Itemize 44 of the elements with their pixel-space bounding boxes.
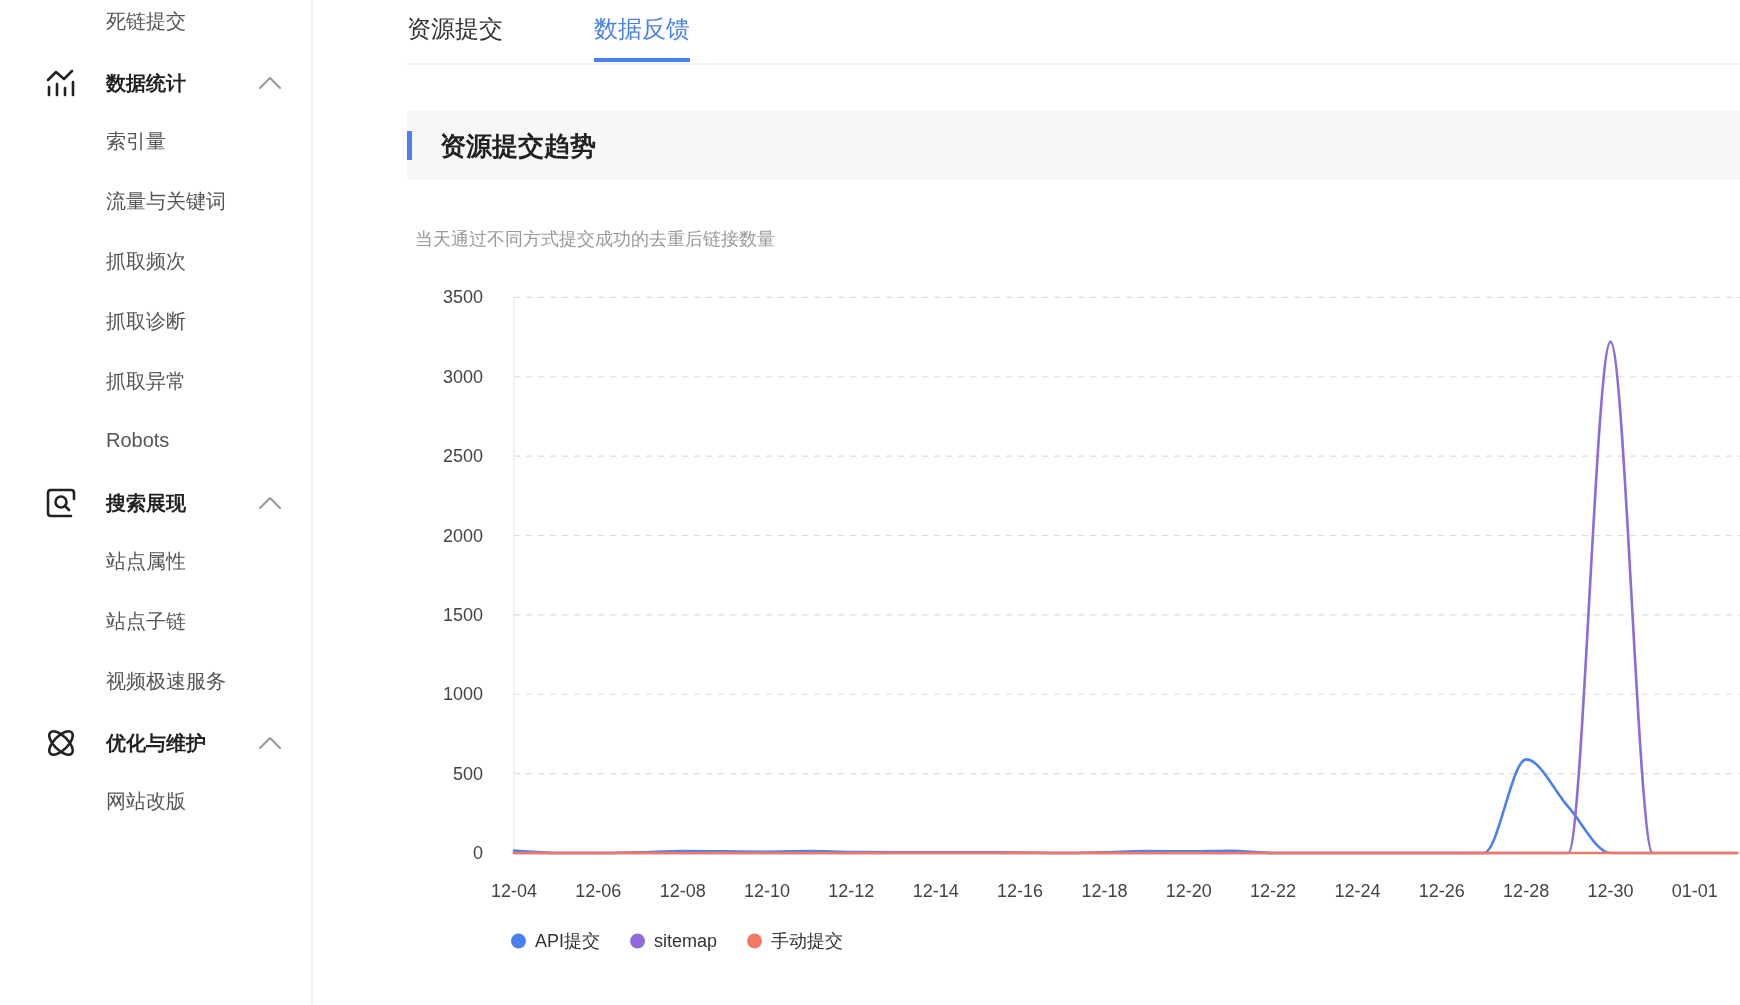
- text: 站点属性: [106, 550, 186, 572]
- y-tick-label: 2500: [442, 446, 483, 467]
- text: 抓取诊断: [106, 310, 186, 332]
- x-tick-label: 12-28: [1503, 881, 1550, 901]
- x-tick-label: 12-16: [997, 881, 1044, 901]
- x-tick-label: 12-10: [744, 881, 791, 901]
- x-tick-label: 01-01: [1671, 881, 1718, 901]
- text: 数据反馈: [594, 14, 690, 42]
- text: 优化与维护: [105, 732, 206, 754]
- x-tick-label: 12-24: [1334, 881, 1381, 901]
- legend-label: sitemap: [654, 931, 718, 951]
- x-tick-label: 12-12: [828, 881, 875, 901]
- x-tick-label: 12-18: [1081, 881, 1128, 901]
- x-tick-label: 12-06: [575, 881, 622, 901]
- text: 数据统计: [105, 72, 186, 94]
- y-tick-label: 1500: [442, 604, 483, 625]
- x-tick-label: 12-22: [1250, 881, 1297, 901]
- x-tick-label: 12-30: [1587, 881, 1634, 901]
- text: 索引量: [106, 130, 166, 152]
- text: 站点子链: [106, 610, 186, 632]
- text: Robots: [106, 429, 170, 451]
- y-tick-label: 0: [472, 843, 483, 863]
- text: 资源提交: [407, 14, 503, 42]
- text: 抓取频次: [106, 250, 186, 272]
- y-tick-label: 2000: [442, 525, 483, 546]
- y-tick-label: 500: [452, 763, 483, 784]
- legend-label: API提交: [535, 931, 601, 951]
- text: 搜索展现: [105, 492, 187, 514]
- legend-label: 手动提交: [771, 931, 844, 951]
- text: 死链提交: [106, 10, 186, 32]
- y-tick-label: 1000: [442, 684, 483, 705]
- y-tick-label: 3500: [442, 287, 483, 308]
- x-tick-label: 12-08: [659, 881, 706, 901]
- text: 网站改版: [106, 790, 186, 812]
- chart-title: 资源提交趋势: [440, 131, 596, 161]
- x-tick-label: 12-20: [1165, 881, 1212, 901]
- x-tick-label: 12-14: [912, 881, 959, 901]
- y-tick-label: 3000: [442, 366, 483, 387]
- chart-subtitle: 当天通过不同方式提交成功的去重后链接数量: [415, 229, 775, 249]
- x-tick-label: 12-26: [1418, 881, 1465, 901]
- text: 抓取异常: [106, 370, 186, 392]
- text: 流量与关键词: [106, 190, 226, 212]
- x-tick-label: 12-04: [490, 881, 538, 901]
- text: 视频极速服务: [106, 670, 226, 692]
